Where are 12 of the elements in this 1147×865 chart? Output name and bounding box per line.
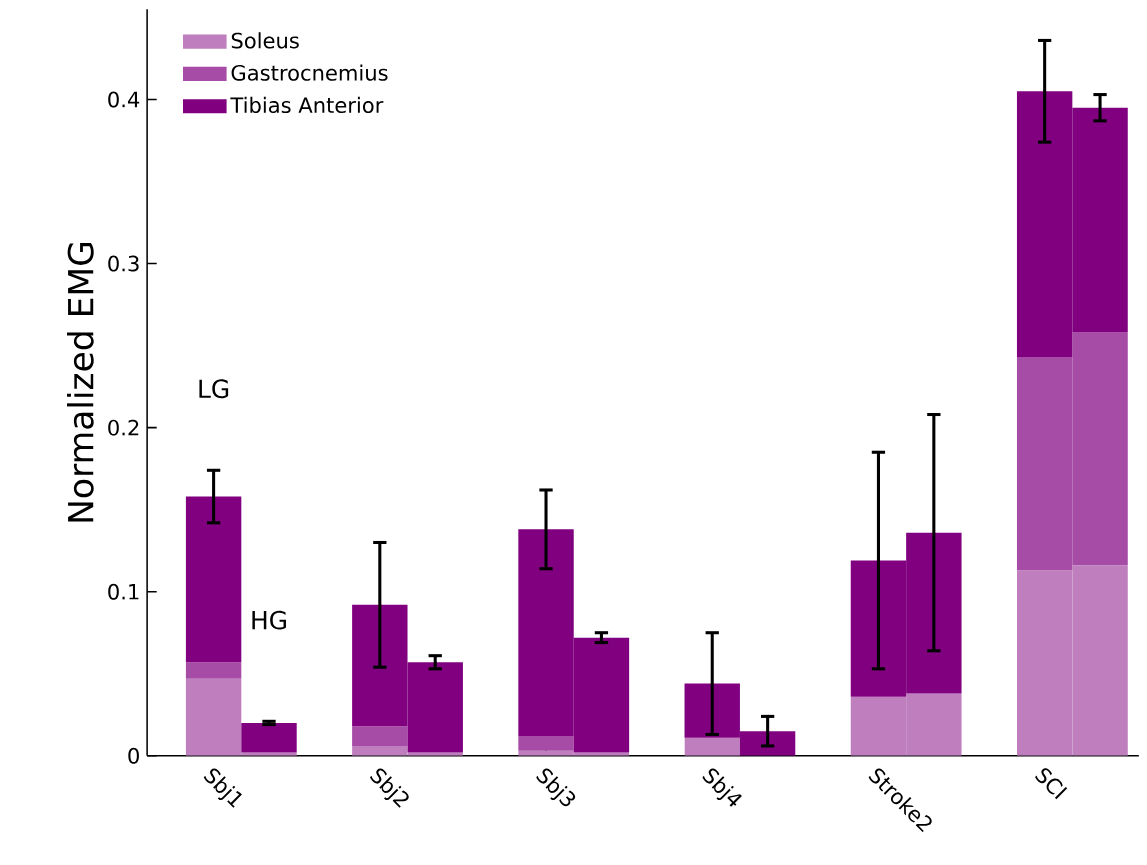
y-tick-label: 0.1 (108, 583, 139, 600)
y-tick-label: 0.2 (108, 419, 139, 436)
legend-label: Gastrocnemius (231, 64, 388, 81)
annotation: HG (252, 610, 286, 630)
y-tick-label: 0.4 (108, 91, 140, 108)
y-tick-label: 0.3 (108, 255, 139, 272)
annotation: LG (199, 379, 229, 399)
y-tick-label: 0 (128, 747, 139, 764)
legend-label: Tibias Anterior (230, 96, 384, 114)
legend-label: Soleus (231, 32, 299, 49)
x-tick-label: SCI (1035, 768, 1068, 800)
y-axis-title: Normalized EMG (67, 243, 94, 522)
